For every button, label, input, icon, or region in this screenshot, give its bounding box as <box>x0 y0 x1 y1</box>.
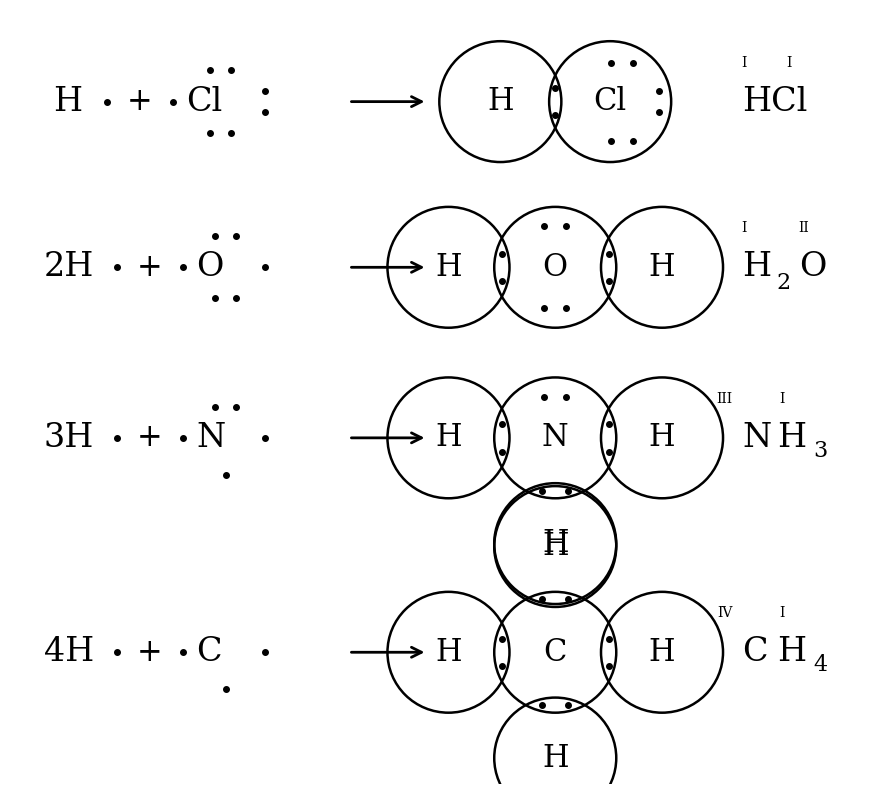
Text: I: I <box>741 221 746 236</box>
Text: II: II <box>797 221 808 236</box>
Text: N: N <box>742 422 772 454</box>
Text: C: C <box>742 636 768 668</box>
Text: Cl: Cl <box>594 86 627 117</box>
Text: +: + <box>137 637 163 667</box>
Text: IV: IV <box>717 606 732 620</box>
Text: Cl: Cl <box>186 86 223 117</box>
Text: H: H <box>777 422 805 454</box>
Text: H: H <box>542 742 569 774</box>
Text: O: O <box>799 251 827 284</box>
Text: H: H <box>649 637 675 667</box>
Text: H: H <box>777 636 805 668</box>
Text: H: H <box>649 422 675 453</box>
Text: H: H <box>435 637 461 667</box>
Text: 4: 4 <box>813 654 827 676</box>
Text: III: III <box>716 392 732 406</box>
Text: H: H <box>487 86 513 117</box>
Text: +: + <box>137 252 163 283</box>
Text: N: N <box>542 422 569 453</box>
Text: 2H: 2H <box>44 251 94 284</box>
Text: N: N <box>196 422 225 454</box>
Text: H: H <box>435 422 461 453</box>
Text: H: H <box>649 252 675 283</box>
Text: O: O <box>196 251 224 284</box>
Text: H: H <box>742 251 772 284</box>
Text: I: I <box>779 392 784 406</box>
Text: H: H <box>435 252 461 283</box>
Text: C: C <box>196 636 222 668</box>
Text: 2: 2 <box>777 272 791 294</box>
Text: O: O <box>543 252 568 283</box>
Text: +: + <box>137 422 163 453</box>
Text: H: H <box>542 531 569 562</box>
Text: H: H <box>54 86 82 117</box>
Text: 3: 3 <box>813 440 827 462</box>
Text: +: + <box>127 86 153 117</box>
Text: 4H: 4H <box>44 636 94 668</box>
Text: C: C <box>544 637 567 667</box>
Text: I: I <box>786 56 791 69</box>
Text: I: I <box>741 56 746 69</box>
Text: H: H <box>542 528 569 559</box>
Text: 3H: 3H <box>44 422 94 454</box>
Text: I: I <box>779 606 784 620</box>
Text: HCl: HCl <box>742 86 807 117</box>
